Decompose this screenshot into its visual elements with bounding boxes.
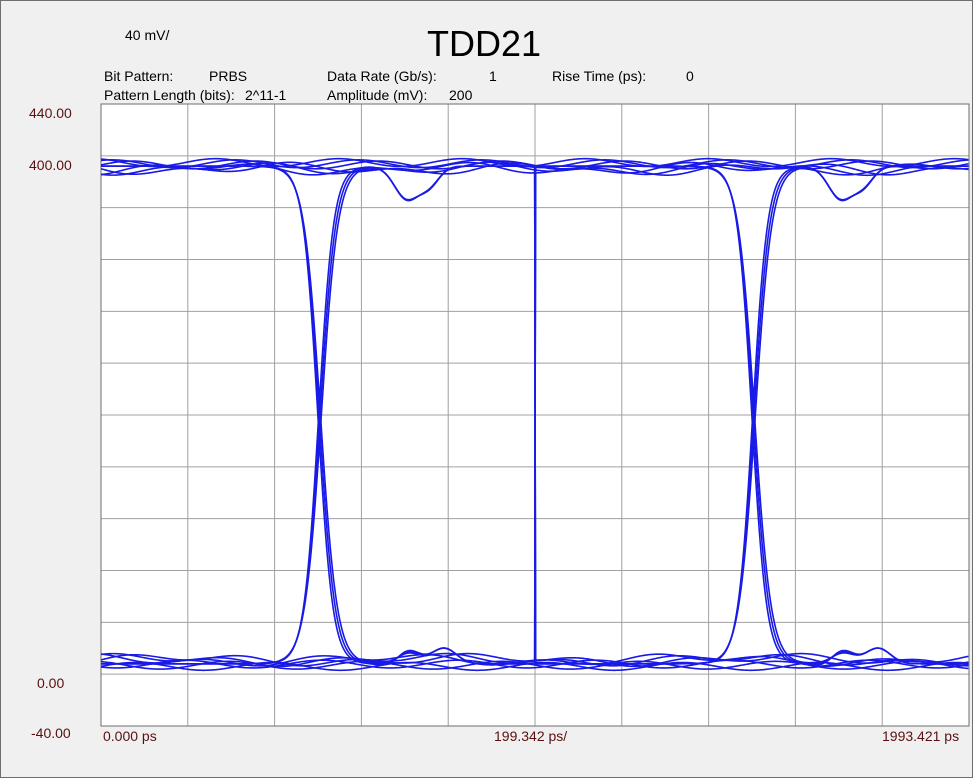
eye-trace-high-ripple	[101, 161, 969, 176]
eye-trace-rising	[101, 165, 969, 665]
x-axis-end-label: 1993.421 ps	[882, 728, 960, 744]
chart-title: TDD21	[427, 23, 542, 64]
eye-trace-low-steady	[101, 660, 969, 670]
y-axis-high-ref-label: 400.00	[29, 157, 72, 173]
pattern-length-label: Pattern Length (bits):	[104, 87, 235, 103]
y-axis-bottom-label: -40.00	[31, 725, 71, 741]
y-axis-low-ref-label: 0.00	[37, 675, 65, 691]
data-rate-value: 1	[489, 68, 497, 84]
rise-time-value: 0	[686, 68, 694, 84]
pattern-length-value: 2^11-1	[245, 87, 287, 103]
bit-pattern-value: PRBS	[209, 68, 248, 84]
eye-trace-falling	[101, 165, 969, 665]
amplitude-label: Amplitude (mV):	[327, 87, 428, 103]
scale-label: 40 mV/	[125, 27, 170, 43]
plot-area-border	[100, 103, 970, 727]
rise-time-label: Rise Time (ps):	[552, 68, 647, 84]
x-axis-start-label: 0.000 ps	[103, 728, 157, 744]
x-axis-division-label: 199.342 ps/	[494, 728, 568, 744]
eye-trace-low-ripple	[101, 653, 969, 667]
bit-pattern-label: Bit Pattern:	[104, 68, 174, 84]
y-axis-top-label: 440.00	[29, 105, 72, 121]
data-rate-label: Data Rate (Gb/s):	[327, 68, 437, 84]
amplitude-value: 200	[449, 87, 473, 103]
